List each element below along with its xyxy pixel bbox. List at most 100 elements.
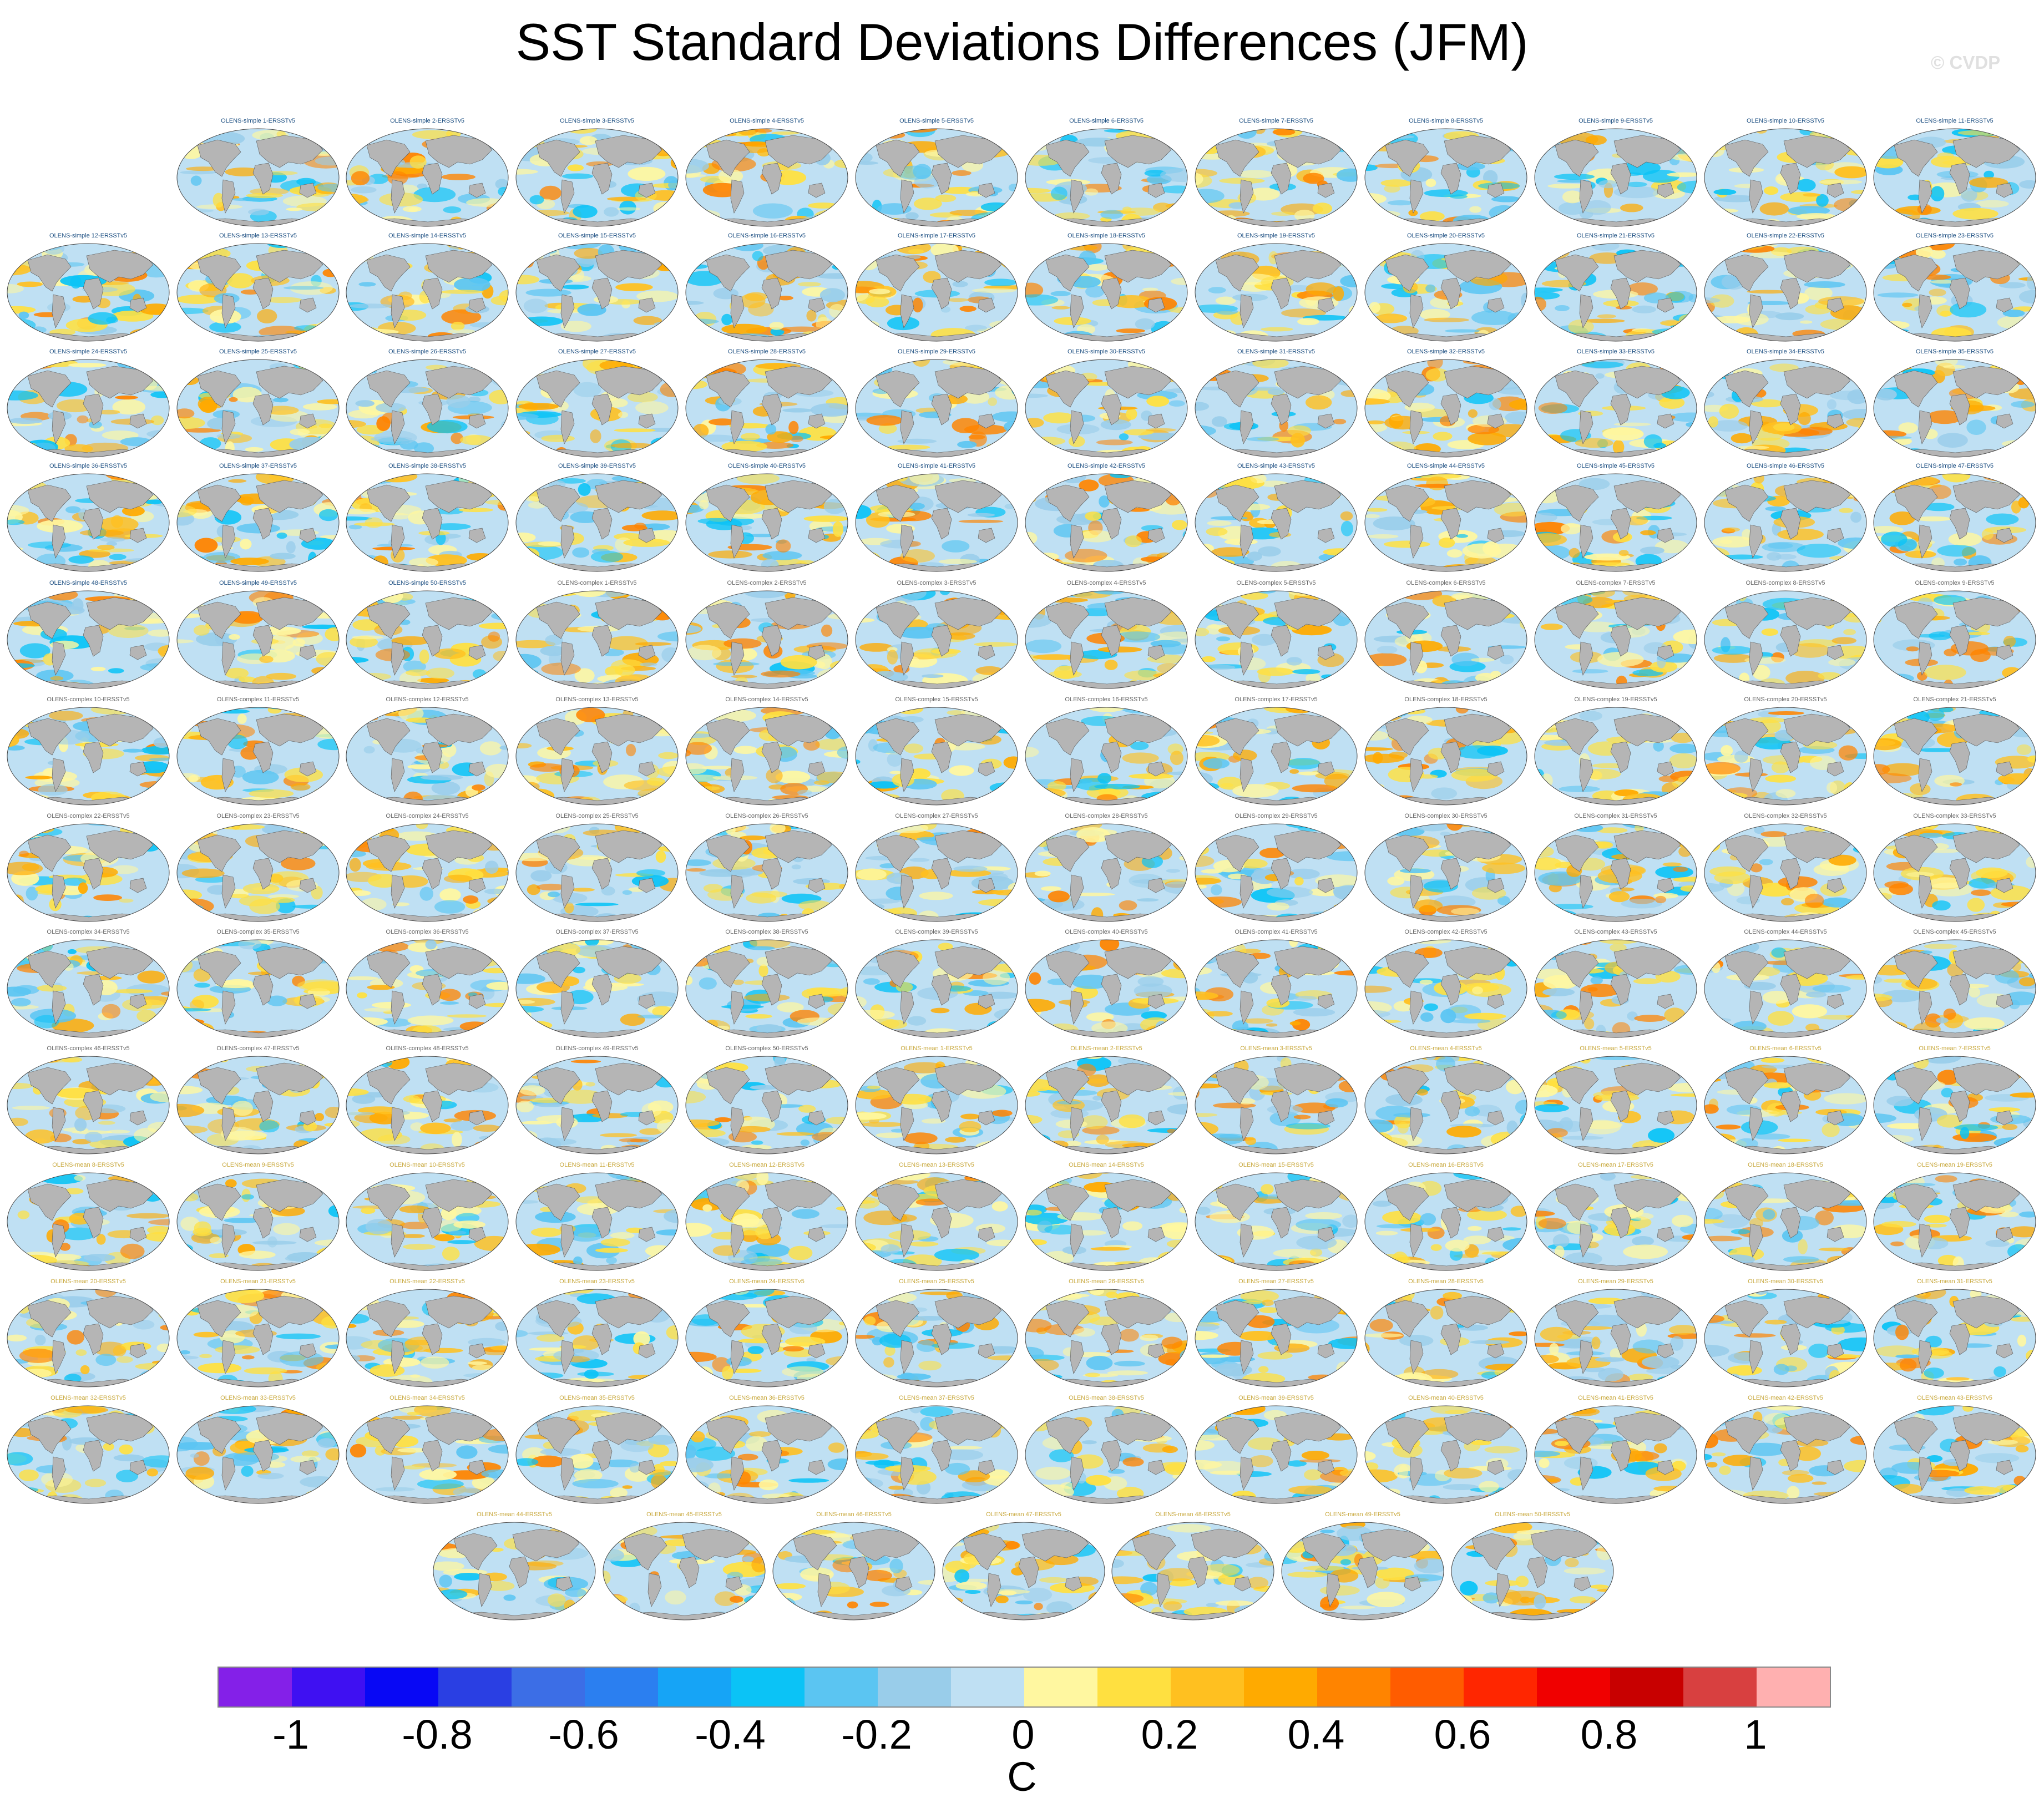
world-map [1025,473,1188,572]
map-panel: OLENS-mean 26-ERSSTv5 [1024,1275,1189,1388]
map-panel: OLENS-simple 30-ERSSTv5 [1024,345,1189,458]
page-title: SST Standard Deviations Differences (JFM… [515,13,1529,71]
map-panel-label: OLENS-simple 3-ERSSTv5 [560,118,634,124]
map-panel: OLENS-mean 36-ERSSTv5 [684,1391,849,1505]
world-map [1025,823,1188,922]
world-map [1873,359,2036,458]
map-panel: OLENS-mean 9-ERSSTv5 [175,1158,341,1272]
map-panel-label: OLENS-mean 45-ERSSTv5 [646,1511,722,1518]
colorbar-swatch [1610,1668,1683,1706]
world-map [772,1522,935,1620]
map-panel: OLENS-complex 6-ERSSTv5 [1363,576,1529,690]
map-panel: OLENS-complex 27-ERSSTv5 [854,809,1019,923]
map-panel-label: OLENS-mean 35-ERSSTv5 [559,1395,635,1401]
world-map [1704,243,1867,342]
map-panel-label: OLENS-complex 46-ERSSTv5 [47,1045,130,1052]
map-panel-label: OLENS-complex 42-ERSSTv5 [1404,929,1488,935]
map-panel: OLENS-mean 48-ERSSTv5 [1110,1508,1276,1621]
map-panel-label: OLENS-simple 9-ERSSTv5 [1578,118,1653,124]
world-map [7,243,170,342]
colorbar-unit-label: C [1007,1754,1037,1800]
world-map [685,590,848,689]
colorbar-swatch [219,1668,292,1706]
map-panel: OLENS-complex 3-ERSSTv5 [854,576,1019,690]
map-panel: OLENS-simple 36-ERSSTv5 [6,459,171,573]
map-panel-label: OLENS-simple 17-ERSSTv5 [898,232,975,239]
map-panel-label: OLENS-complex 19-ERSSTv5 [1574,696,1657,703]
world-map [1534,243,1697,342]
world-map [1195,823,1358,922]
map-panel: OLENS-simple 8-ERSSTv5 [1363,114,1529,227]
map-panel: OLENS-mean 19-ERSSTv5 [1872,1158,2037,1272]
map-panel: OLENS-complex 11-ERSSTv5 [175,693,341,806]
map-panel: OLENS-mean 7-ERSSTv5 [1872,1042,2037,1155]
world-map [1873,707,2036,806]
map-panel: OLENS-mean 40-ERSSTv5 [1363,1391,1529,1505]
map-panel: OLENS-complex 32-ERSSTv5 [1703,809,1868,923]
map-panel: OLENS-mean 47-ERSSTv5 [941,1508,1106,1621]
map-panel: OLENS-mean 3-ERSSTv5 [1193,1042,1359,1155]
colorbar-swatch [438,1668,512,1706]
map-panel-label: OLENS-mean 22-ERSSTv5 [389,1278,465,1285]
map-panel-label: OLENS-mean 23-ERSSTv5 [559,1278,635,1285]
map-panel: OLENS-mean 49-ERSSTv5 [1280,1508,1445,1621]
colorbar-swatch [1683,1668,1757,1706]
map-panel-grid: OLENS-simple 1-ERSSTv5 OLENS-simple 2-ERS… [6,114,2037,1621]
world-map [515,939,679,1038]
map-panel-label: OLENS-complex 38-ERSSTv5 [725,929,808,935]
world-map [1873,1289,2036,1387]
map-panel-label: OLENS-simple 12-ERSSTv5 [49,232,127,239]
colorbar-swatch [951,1668,1024,1706]
world-map [176,1172,340,1271]
map-panel-label: OLENS-simple 27-ERSSTv5 [558,348,636,355]
colorbar-swatch [805,1668,878,1706]
map-panel: OLENS-complex 47-ERSSTv5 [175,1042,341,1155]
map-panel: OLENS-complex 18-ERSSTv5 [1363,693,1529,806]
map-panel: OLENS-complex 36-ERSSTv5 [345,925,510,1039]
map-panel-label: OLENS-simple 28-ERSSTv5 [728,348,806,355]
map-panel-label: OLENS-mean 18-ERSSTv5 [1748,1162,1823,1168]
map-panel: OLENS-mean 11-ERSSTv5 [514,1158,680,1272]
map-panel: OLENS-mean 42-ERSSTv5 [1703,1391,1868,1505]
world-map [7,1405,170,1504]
map-panel: OLENS-mean 20-ERSSTv5 [6,1275,171,1388]
map-panel: OLENS-mean 15-ERSSTv5 [1193,1158,1359,1272]
map-panel-label: OLENS-mean 29-ERSSTv5 [1578,1278,1653,1285]
world-map [176,823,340,922]
world-map [1534,1405,1697,1504]
map-panel-label: OLENS-complex 23-ERSSTv5 [216,813,300,819]
map-panel-label: OLENS-simple 38-ERSSTv5 [388,463,466,469]
map-panel: OLENS-simple 38-ERSSTv5 [345,459,510,573]
world-map [855,939,1018,1038]
world-map [1704,128,1867,227]
world-map [515,128,679,227]
map-panel-label: OLENS-simple 48-ERSSTv5 [49,580,127,586]
map-panel: OLENS-simple 33-ERSSTv5 [1533,345,1698,458]
map-panel: OLENS-mean 12-ERSSTv5 [684,1158,849,1272]
map-panel: OLENS-complex 37-ERSSTv5 [514,925,680,1039]
map-panel: OLENS-simple 22-ERSSTv5 [1703,229,1868,342]
map-panel: OLENS-mean 6-ERSSTv5 [1703,1042,1868,1155]
map-panel: OLENS-complex 39-ERSSTv5 [854,925,1019,1039]
map-panel: OLENS-mean 31-ERSSTv5 [1872,1275,2037,1388]
world-map [1111,1522,1274,1620]
world-map [346,1405,509,1504]
colorbar-swatch [585,1668,658,1706]
world-map [1025,359,1188,458]
map-panel-label: OLENS-complex 20-ERSSTv5 [1744,696,1827,703]
map-panel: OLENS-mean 17-ERSSTv5 [1533,1158,1698,1272]
map-panel: OLENS-simple 19-ERSSTv5 [1193,229,1359,342]
map-panel: OLENS-simple 2-ERSSTv5 [345,114,510,227]
map-panel: OLENS-simple 27-ERSSTv5 [514,345,680,458]
world-map [1364,128,1527,227]
map-panel-label: OLENS-complex 44-ERSSTv5 [1744,929,1827,935]
map-panel-label: OLENS-complex 33-ERSSTv5 [1913,813,1996,819]
colorbar-swatch [1244,1668,1317,1706]
world-map [855,243,1018,342]
map-panel-label: OLENS-mean 28-ERSSTv5 [1408,1278,1484,1285]
map-panel-label: OLENS-mean 19-ERSSTv5 [1917,1162,1992,1168]
colorbar-tick-label: 0.4 [1287,1711,1345,1758]
world-map [1025,128,1188,227]
world-map [1364,359,1527,458]
world-map [1873,823,2036,922]
